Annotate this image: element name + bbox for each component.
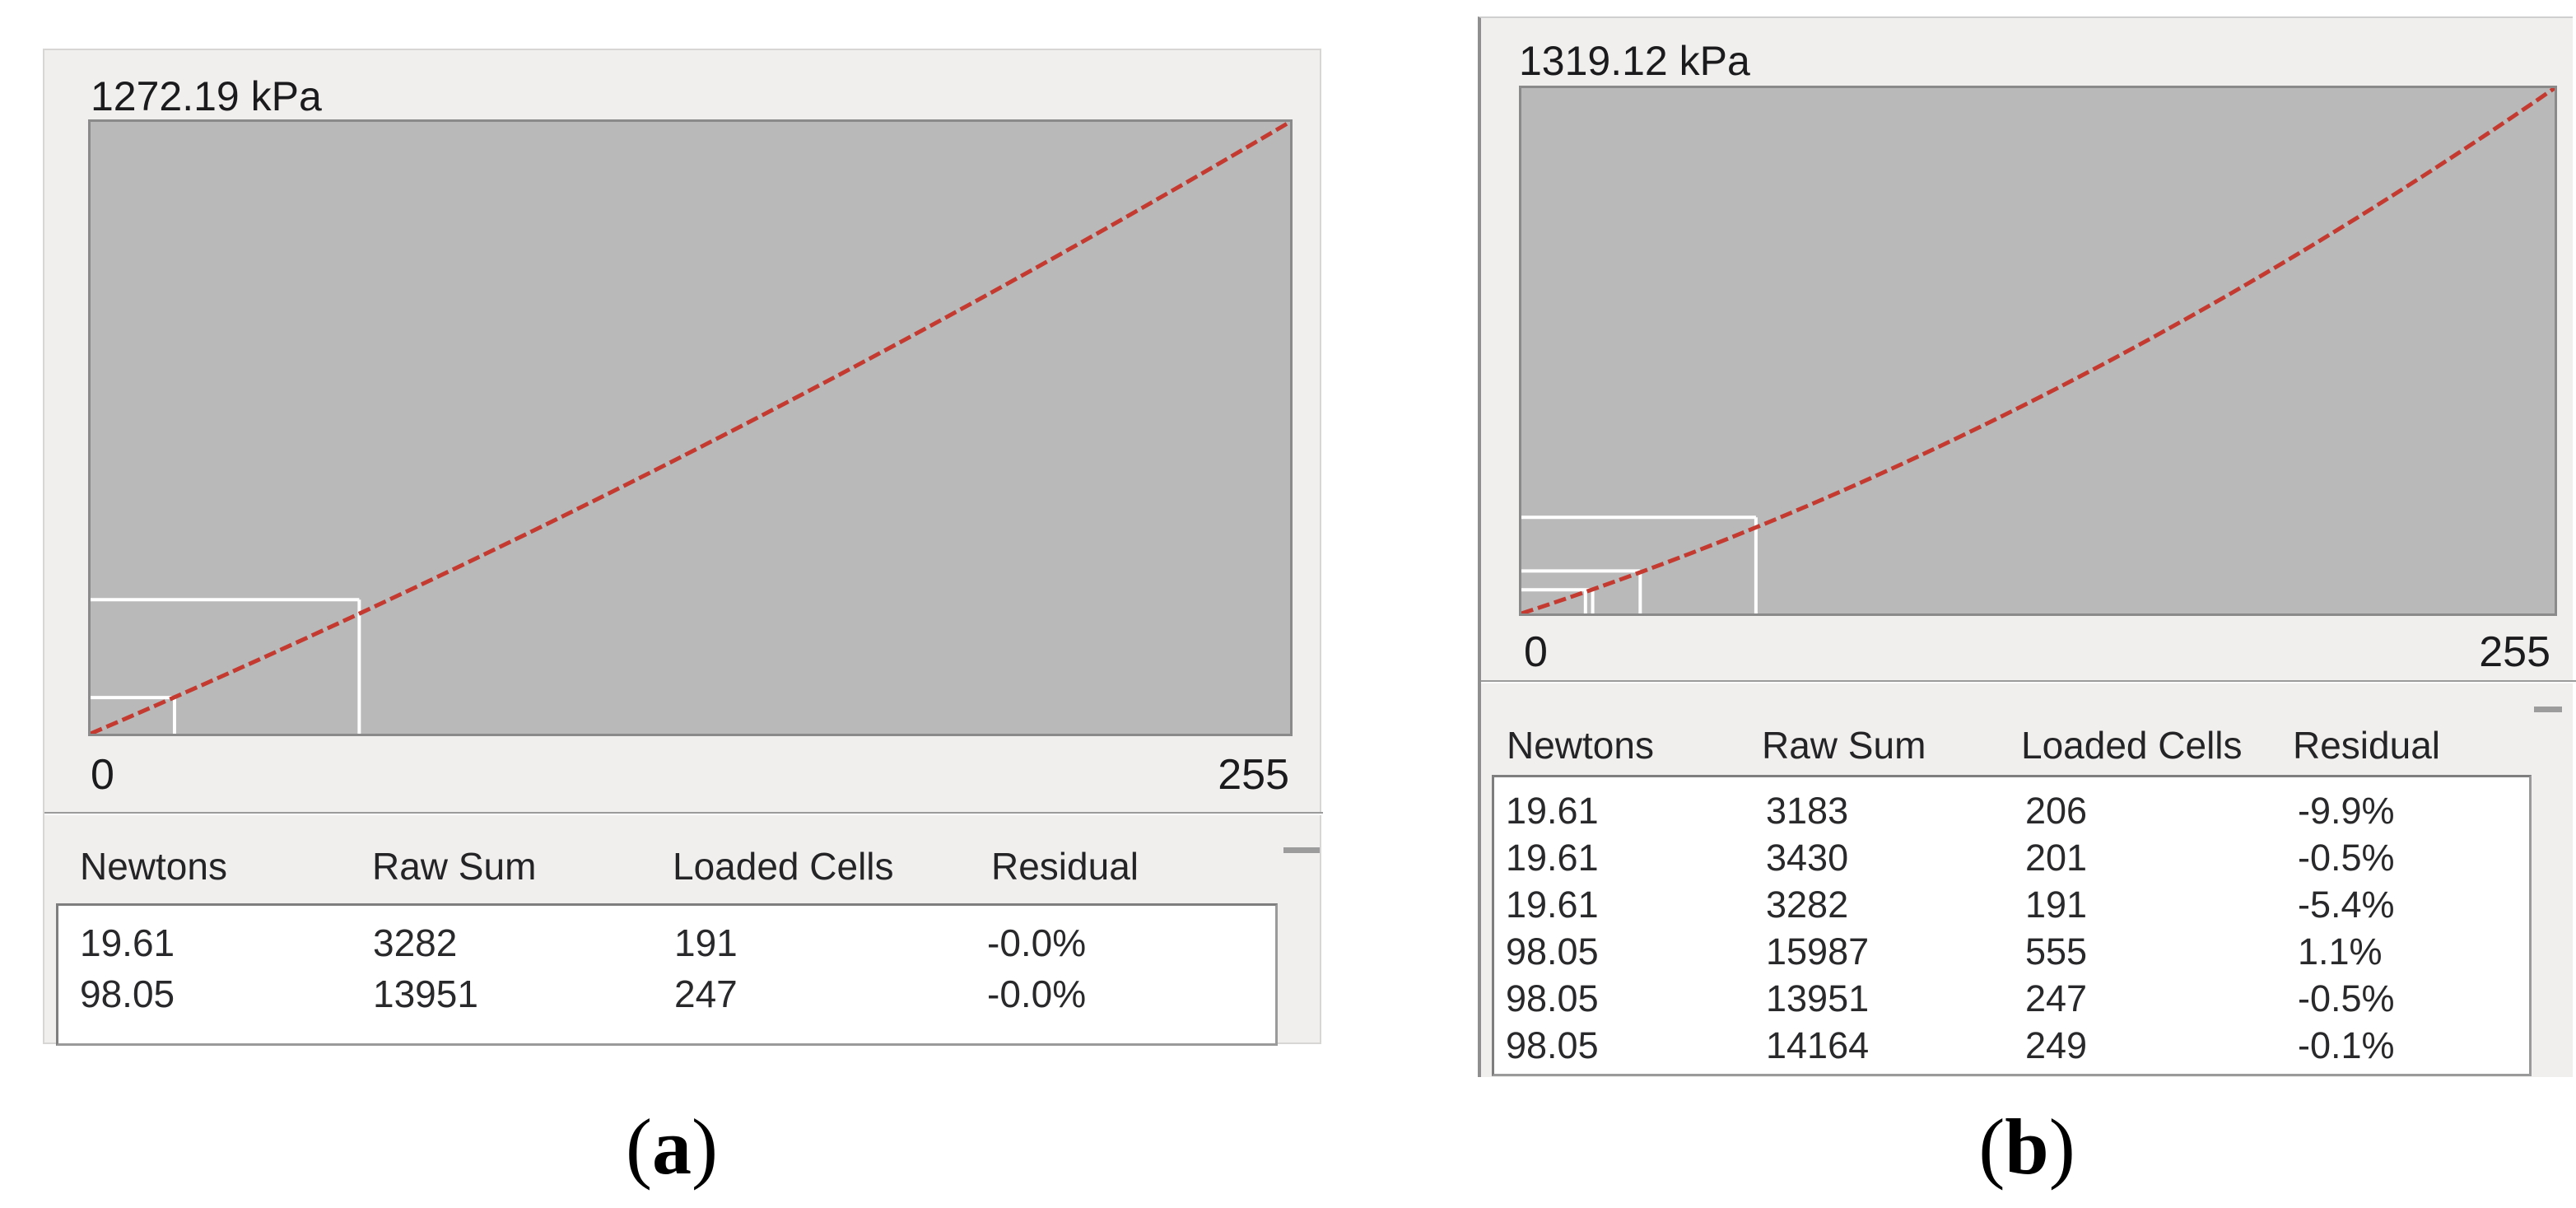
column-header-loaded-cells: Loaded Cells (673, 845, 894, 888)
label-text: ( (1978, 1103, 2005, 1191)
label-text: ) (2048, 1103, 2075, 1191)
table-row[interactable]: 98.05 13951 247 -0.5% (1494, 975, 2529, 1022)
cell-loaded-cells: 247 (674, 972, 738, 1015)
cell-raw-sum: 3282 (1766, 884, 1849, 926)
cell-newtons: 98.05 (80, 972, 175, 1015)
column-header-loaded-cells: Loaded Cells (2021, 724, 2243, 767)
table-row[interactable]: 19.61 3282 191 -5.4% (1494, 881, 2529, 928)
cell-residual: -5.4% (2298, 884, 2395, 926)
calibration-curve (1521, 88, 2555, 613)
x-axis-max-label: 255 (2479, 628, 2550, 676)
cell-raw-sum: 3282 (373, 921, 458, 964)
column-header-raw-sum: Raw Sum (372, 845, 537, 888)
column-header-newtons: Newtons (80, 845, 227, 888)
scrollbar-fragment-icon (2534, 707, 2562, 712)
x-axis-min-label: 0 (91, 751, 114, 799)
label-text: ) (692, 1103, 718, 1191)
label-text: a (652, 1103, 692, 1191)
table-row[interactable]: 19.61 3183 206 -9.9% (1494, 787, 2529, 834)
cell-newtons: 98.05 (1506, 930, 1599, 972)
cell-newtons: 98.05 (1506, 977, 1599, 1019)
calibration-plot (88, 119, 1293, 736)
cell-raw-sum: 13951 (1766, 977, 1870, 1019)
cell-raw-sum: 3430 (1766, 837, 1849, 879)
cell-residual: -9.9% (2298, 790, 2395, 832)
cell-raw-sum: 13951 (373, 972, 478, 1015)
cell-residual: -0.0% (987, 972, 1087, 1015)
pressure-scale-title: 1272.19 kPa (91, 73, 322, 119)
cell-loaded-cells: 555 (2025, 930, 2088, 972)
calibration-curve (91, 122, 1290, 734)
column-header-newtons: Newtons (1507, 724, 1654, 767)
x-axis-max-label: 255 (1218, 751, 1289, 799)
calibration-curve-canvas (1521, 88, 2555, 613)
table-row[interactable]: 19.61 3430 201 -0.5% (1494, 834, 2529, 881)
calibration-points-list[interactable]: 19.61 3282 191 -0.0% 98.05 13951 247 -0.… (56, 903, 1278, 1046)
calibration-plot (1519, 86, 2557, 616)
cell-loaded-cells: 249 (2025, 1024, 2088, 1066)
cell-newtons: 19.61 (1506, 884, 1599, 926)
cell-residual: 1.1% (2298, 930, 2383, 972)
cell-raw-sum: 3183 (1766, 790, 1849, 832)
section-divider (1481, 680, 2576, 683)
cell-newtons: 19.61 (80, 921, 175, 964)
cell-residual: -0.0% (987, 921, 1087, 964)
table-row[interactable]: 98.05 14164 249 -0.1% (1494, 1022, 2529, 1069)
cell-loaded-cells: 206 (2025, 790, 2088, 832)
subfigure-label-b: (b) (1895, 1102, 2159, 1192)
cell-residual: -0.5% (2298, 977, 2395, 1019)
column-header-residual: Residual (2293, 724, 2440, 767)
calibration-window-b: 1319.12 kPa 0 255 Newtons Raw Sum Loaded… (1478, 16, 2576, 1077)
cell-raw-sum: 15987 (1766, 930, 1870, 972)
cell-loaded-cells: 201 (2025, 837, 2088, 879)
calibration-window-a: 1272.19 kPa 0 255 Newtons Raw Sum Loaded… (43, 49, 1323, 1046)
table-row[interactable]: 19.61 3282 191 -0.0% (58, 917, 1275, 968)
calibration-curve-canvas (91, 122, 1290, 734)
cell-raw-sum: 14164 (1766, 1024, 1870, 1066)
scrollbar-fragment-icon (1283, 847, 1320, 853)
cell-newtons: 19.61 (1506, 837, 1599, 879)
cell-residual: -0.1% (2298, 1024, 2395, 1066)
cell-residual: -0.5% (2298, 837, 2395, 879)
subfigure-label-a: (a) (540, 1102, 804, 1192)
cell-loaded-cells: 191 (2025, 884, 2088, 926)
label-text: ( (626, 1103, 652, 1191)
x-axis-min-label: 0 (1524, 628, 1548, 676)
cell-loaded-cells: 191 (674, 921, 738, 964)
cell-newtons: 19.61 (1506, 790, 1599, 832)
column-header-residual: Residual (991, 845, 1139, 888)
section-divider (44, 812, 1323, 815)
cell-newtons: 98.05 (1506, 1024, 1599, 1066)
pressure-scale-title: 1319.12 kPa (1519, 38, 1750, 84)
cell-loaded-cells: 247 (2025, 977, 2088, 1019)
table-row[interactable]: 98.05 15987 555 1.1% (1494, 928, 2529, 975)
calibration-points-list[interactable]: 19.61 3183 206 -9.9% 19.61 3430 201 -0.5… (1492, 775, 2532, 1076)
table-row[interactable]: 98.05 13951 247 -0.0% (58, 968, 1275, 1019)
column-header-raw-sum: Raw Sum (1762, 724, 1926, 767)
label-text: b (2005, 1103, 2049, 1191)
